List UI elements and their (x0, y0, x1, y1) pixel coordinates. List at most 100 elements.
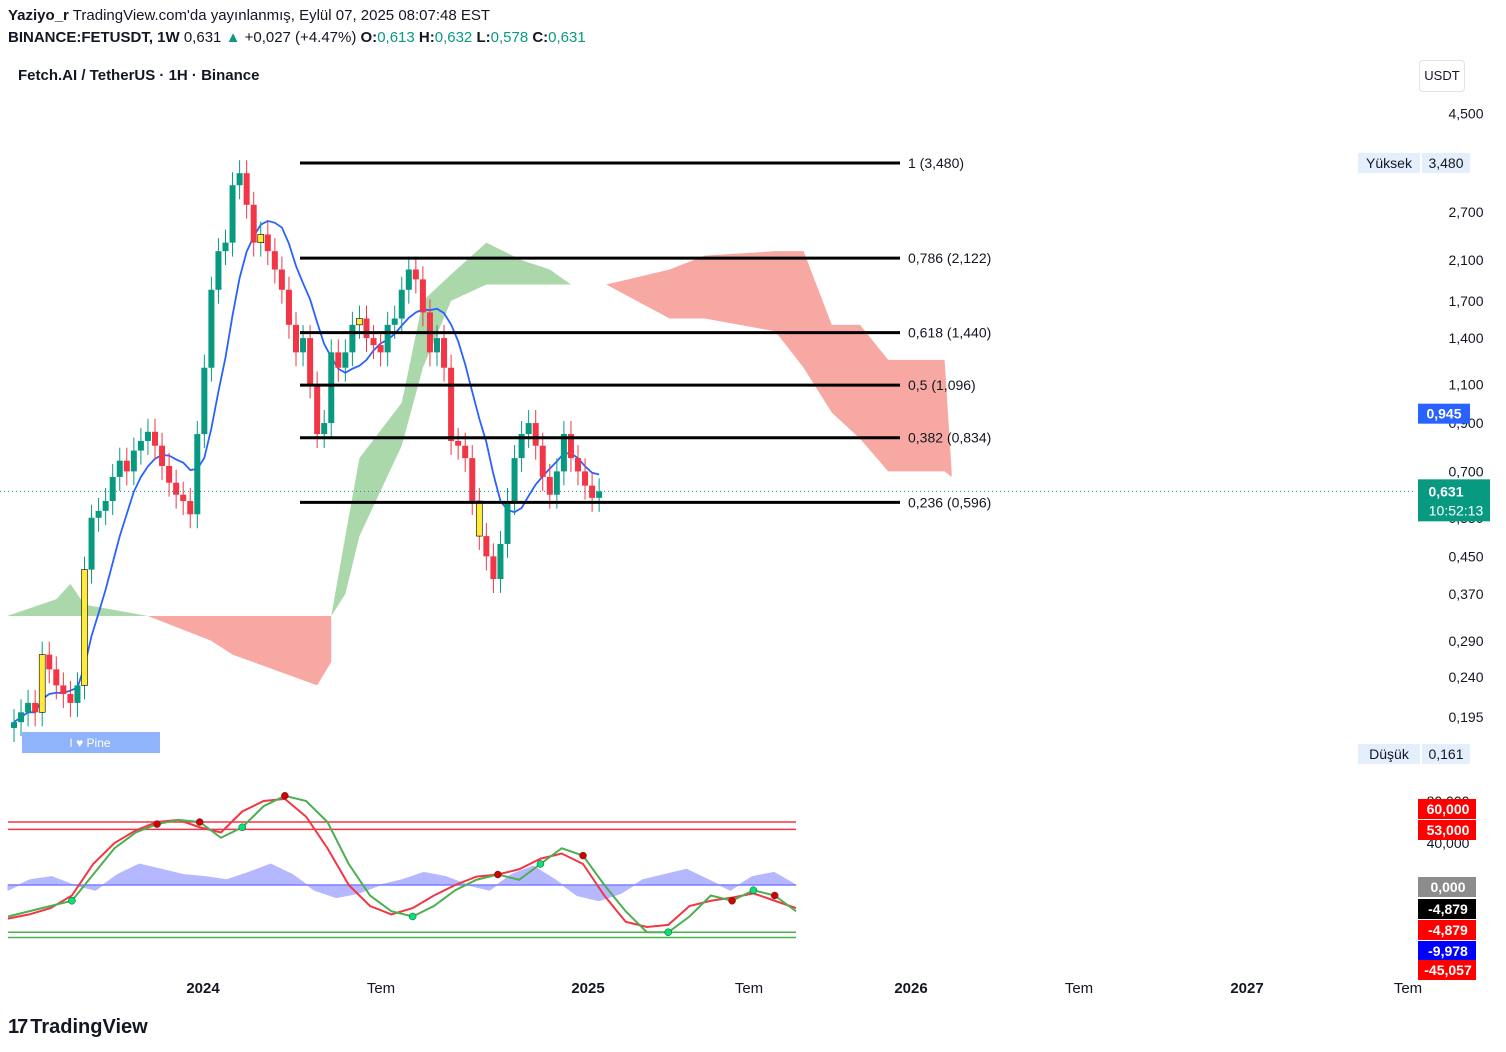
fib-level-label: 0,382 (0,834) (908, 430, 991, 446)
oscillator-axis-tick: 40,000 (1427, 835, 1470, 851)
candle (53, 669, 60, 686)
oscillator-badge-value: -45,057 (1424, 962, 1472, 978)
oscillator-badge-value: 53,000 (1427, 822, 1470, 838)
candle (314, 384, 321, 435)
oscillator-badge-bg (1418, 799, 1476, 819)
candle (539, 445, 546, 477)
price-axis-tick: 1,400 (1448, 330, 1483, 346)
oscillator-cross-dot (195, 818, 204, 826)
candle (349, 324, 356, 353)
candle (18, 712, 25, 723)
price-badge-label: Yüksek (1366, 155, 1413, 171)
currency-button[interactable]: USDT (1419, 60, 1465, 92)
candle (567, 434, 574, 459)
price-axis-tick: 0,240 (1448, 669, 1483, 685)
moving-average-line (13, 219, 600, 723)
candle (116, 460, 123, 477)
candle (215, 251, 222, 290)
candle (525, 423, 532, 435)
author-name[interactable]: Yaziyo_r (8, 7, 69, 24)
price-badge-value: 3,480 (1428, 155, 1463, 171)
candle (25, 702, 32, 713)
candle (109, 476, 116, 502)
open-label: O: (360, 29, 378, 46)
high-value: 0,632 (434, 29, 473, 46)
oscillator-badge-bg (1418, 899, 1476, 919)
price-change: +0,027 (+4.47%) (244, 29, 357, 46)
oscillator-badge-value: 0,000 (1430, 879, 1465, 895)
candle (81, 569, 88, 686)
fib-level-label: 0,786 (2,122) (908, 250, 991, 266)
time-axis-tick: 2026 (894, 980, 927, 997)
price-badge-bg (1422, 153, 1470, 173)
symbol-header: BINANCE:FETUSDT, 1W 0,631 ▲ +0,027 (+4.4… (8, 29, 586, 46)
last-price: 0,631 (183, 29, 222, 46)
time-axis-tick: Tem (735, 980, 763, 997)
tradingview-logo-icon: 17 (8, 1016, 28, 1038)
fib-level-label: 1 (3,480) (908, 155, 964, 171)
candle (88, 517, 95, 570)
candle (575, 458, 581, 472)
candle (102, 501, 109, 511)
candle (236, 173, 243, 186)
chart-title: Fetch.AI / TetherUS · 1H · Binance (18, 67, 260, 84)
candle (300, 338, 307, 353)
oscillator-cross-dot (536, 860, 545, 868)
candle (596, 491, 603, 498)
pine-badge-bg (22, 732, 160, 753)
price-axis-tick: 2,700 (1448, 204, 1483, 220)
time-axis-tick: Tem (1394, 980, 1422, 997)
candle (152, 431, 158, 446)
candle (391, 318, 398, 325)
price-axis-tick: 0,550 (1448, 510, 1483, 526)
candle (95, 510, 102, 518)
oscillator-badge-bg (1418, 920, 1476, 940)
tradingview-logo[interactable]: 17 TradingView (8, 1016, 148, 1039)
candle (511, 458, 518, 502)
candle (187, 501, 194, 515)
candle (328, 352, 335, 424)
candle (285, 289, 292, 325)
low-label: L: (476, 29, 491, 46)
oscillator-badge-value: -4,879 (1428, 922, 1468, 938)
fib-level-label: 0,5 (1,096) (908, 377, 976, 393)
oscillator-cross-dot (728, 897, 736, 905)
time-axis-tick: 2025 (571, 980, 604, 997)
close-value: 0,631 (548, 29, 586, 46)
candle (384, 324, 391, 353)
last-price-badge-bg (1418, 479, 1490, 522)
price-axis-tick: 0,450 (1448, 548, 1483, 564)
candle (370, 338, 377, 346)
candle (553, 471, 560, 495)
candle (11, 722, 17, 729)
time-axis-tick: 2027 (1230, 980, 1263, 997)
candle (166, 465, 173, 483)
candle (159, 445, 166, 466)
candle (483, 536, 490, 557)
symbol-name[interactable]: BINANCE:FETUSDT, 1W (8, 29, 180, 46)
price-badge-label: Düşük (1369, 746, 1410, 762)
price-axis-tick: 0,700 (1448, 463, 1483, 479)
oscillator-histogram (7, 863, 798, 902)
price-badge-value: 0,161 (1428, 746, 1463, 762)
oscillator-cross-dot (68, 897, 76, 905)
candle (469, 458, 476, 502)
countdown-timer: 10:52:13 (1429, 502, 1484, 518)
oscillator-cross-dot (281, 792, 289, 800)
candle (363, 318, 370, 339)
candle (264, 234, 271, 252)
candle (271, 251, 278, 270)
candle (46, 654, 53, 670)
candle (412, 269, 419, 280)
logo-text: TradingView (30, 1016, 148, 1038)
candle (208, 289, 215, 368)
candle (448, 367, 455, 441)
oscillator-signal-line (7, 797, 797, 929)
close-label: C: (532, 29, 549, 46)
candle (335, 352, 342, 368)
candle (194, 434, 201, 515)
price-axis-tick: 0,195 (1448, 709, 1483, 725)
cloud-bullish (331, 242, 571, 616)
candle (434, 338, 440, 353)
